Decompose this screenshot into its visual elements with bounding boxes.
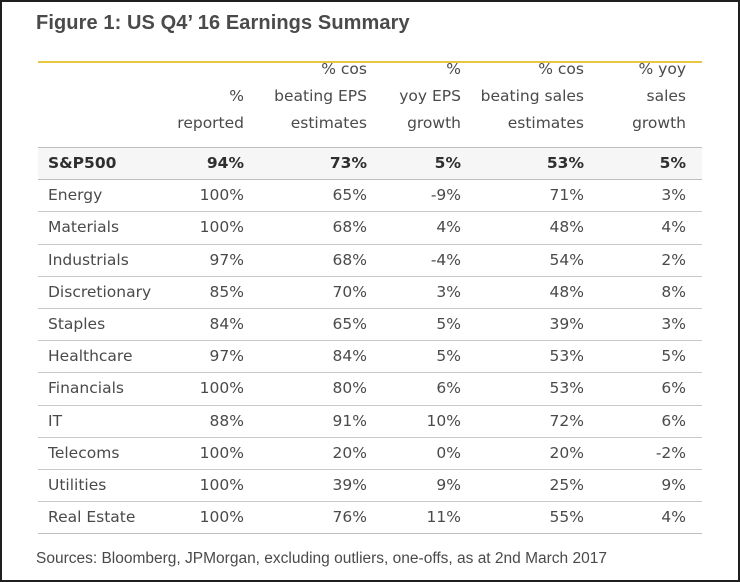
cell-yoy-eps-growth: 5% [436, 347, 461, 366]
cell-sector: Staples [48, 314, 106, 333]
cell-pct-reported: 100% [199, 379, 244, 398]
cell-beating-sales: 20% [549, 443, 584, 462]
cell-beating-sales: 53% [546, 154, 584, 172]
cell-beating-eps: 65% [332, 314, 367, 333]
cell-sector: S&P500 [48, 154, 117, 172]
header-yoy-eps-growth: % yoy EPS growth [399, 60, 461, 132]
header-beating-eps: % cos beating EPS estimates [274, 60, 367, 132]
cell-pct-reported: 94% [206, 154, 244, 172]
cell-sector: Telecoms [48, 443, 120, 462]
table-row: Industrials 97% 68% -4% 54% 2% [38, 245, 702, 277]
cell-yoy-sales-growth: 5% [659, 154, 686, 172]
header-pct-reported: % reported [177, 87, 244, 132]
cell-yoy-sales-growth: 6% [661, 379, 686, 398]
cell-beating-eps: 65% [332, 186, 367, 205]
cell-yoy-sales-growth: 3% [661, 186, 686, 205]
table-header: % reported % cos beating EPS estimates %… [38, 60, 702, 148]
cell-pct-reported: 100% [199, 508, 244, 527]
cell-yoy-sales-growth: 6% [661, 411, 686, 430]
table-row: Staples 84% 65% 5% 39% 3% [38, 309, 702, 342]
cell-yoy-eps-growth: 3% [436, 282, 461, 301]
cell-beating-eps: 68% [332, 218, 367, 237]
table-row: Telecoms 100% 20% 0% 20% -2% [38, 438, 702, 470]
cell-pct-reported: 85% [209, 282, 244, 301]
cell-beating-eps: 20% [332, 443, 367, 462]
cell-sector: Utilities [48, 475, 107, 494]
cell-beating-eps: 91% [332, 411, 367, 430]
table-row: IT 88% 91% 10% 72% 6% [38, 406, 702, 438]
cell-yoy-sales-growth: 8% [661, 282, 686, 301]
cell-sector: Industrials [48, 250, 129, 269]
cell-beating-sales: 54% [549, 250, 584, 269]
cell-pct-reported: 100% [199, 443, 244, 462]
cell-yoy-sales-growth: 5% [661, 347, 686, 366]
cell-yoy-eps-growth: 11% [426, 508, 461, 527]
table-row: Financials 100% 80% 6% 53% 6% [38, 373, 702, 406]
cell-yoy-sales-growth: 4% [661, 218, 686, 237]
cell-beating-eps: 70% [332, 282, 367, 301]
header-yoy-sales-growth: % yoy sales growth [632, 60, 686, 132]
cell-yoy-eps-growth: 9% [436, 475, 461, 494]
cell-beating-sales: 55% [549, 508, 584, 527]
cell-pct-reported: 100% [199, 186, 244, 205]
cell-yoy-eps-growth: 10% [426, 411, 461, 430]
cell-sector: Energy [48, 186, 103, 205]
cell-pct-reported: 84% [209, 314, 244, 333]
cell-yoy-eps-growth: 5% [434, 154, 461, 172]
table-body: S&P500 94% 73% 5% 53% 5% Energy 100% 65% -9% 71% 3%… [38, 148, 702, 535]
cell-sector: Materials [48, 218, 120, 237]
cell-yoy-sales-growth: 4% [661, 508, 686, 527]
cell-beating-sales: 53% [549, 347, 584, 366]
table-row: Discretionary 85% 70% 3% 48% 8% [38, 277, 702, 309]
cell-yoy-sales-growth: 9% [661, 475, 686, 494]
table-row: Energy 100% 65% -9% 71% 3% [38, 180, 702, 213]
earnings-table: % reported % cos beating EPS estimates %… [38, 60, 702, 535]
table-row: Healthcare 97% 84% 5% 53% 5% [38, 341, 702, 374]
cell-beating-eps: 73% [329, 154, 367, 172]
cell-sector: Real Estate [48, 508, 136, 527]
cell-sector: Financials [48, 379, 124, 398]
cell-sector: IT [48, 411, 63, 430]
cell-yoy-eps-growth: 5% [436, 314, 461, 333]
accent-rule [38, 61, 702, 63]
table-row: Utilities 100% 39% 9% 25% 9% [38, 470, 702, 503]
cell-yoy-sales-growth: 2% [661, 250, 686, 269]
cell-beating-sales: 25% [549, 475, 584, 494]
cell-pct-reported: 88% [209, 411, 244, 430]
cell-pct-reported: 100% [199, 475, 244, 494]
cell-sector: Healthcare [48, 347, 133, 366]
cell-beating-eps: 84% [332, 347, 367, 366]
cell-beating-eps: 68% [332, 250, 367, 269]
cell-yoy-eps-growth: -4% [430, 250, 461, 269]
table-row: Real Estate 100% 76% 11% 55% 4% [38, 502, 702, 535]
figure-title: Figure 1: US Q4’ 16 Earnings Summary [36, 12, 410, 34]
table-row: S&P500 94% 73% 5% 53% 5% [38, 148, 702, 181]
cell-beating-eps: 76% [332, 508, 367, 527]
cell-yoy-eps-growth: 0% [436, 443, 461, 462]
cell-yoy-sales-growth: -2% [655, 443, 686, 462]
cell-yoy-eps-growth: 4% [436, 218, 461, 237]
cell-beating-sales: 48% [549, 282, 584, 301]
cell-yoy-sales-growth: 3% [661, 314, 686, 333]
header-beating-sales: % cos beating sales estimates [480, 60, 584, 132]
table-row: Materials 100% 68% 4% 48% 4% [38, 212, 702, 245]
cell-beating-eps: 80% [332, 379, 367, 398]
cell-sector: Discretionary [48, 282, 152, 301]
cell-pct-reported: 97% [209, 250, 244, 269]
cell-pct-reported: 97% [209, 347, 244, 366]
cell-beating-sales: 48% [549, 218, 584, 237]
cell-beating-sales: 39% [549, 314, 584, 333]
cell-yoy-eps-growth: 6% [436, 379, 461, 398]
cell-beating-sales: 53% [549, 379, 584, 398]
source-note: Sources: Bloomberg, JPMorgan, excluding … [36, 550, 607, 567]
cell-beating-sales: 72% [549, 411, 584, 430]
cell-yoy-eps-growth: -9% [430, 186, 461, 205]
cell-beating-sales: 71% [549, 186, 584, 205]
cell-beating-eps: 39% [332, 475, 367, 494]
cell-pct-reported: 100% [199, 218, 244, 237]
